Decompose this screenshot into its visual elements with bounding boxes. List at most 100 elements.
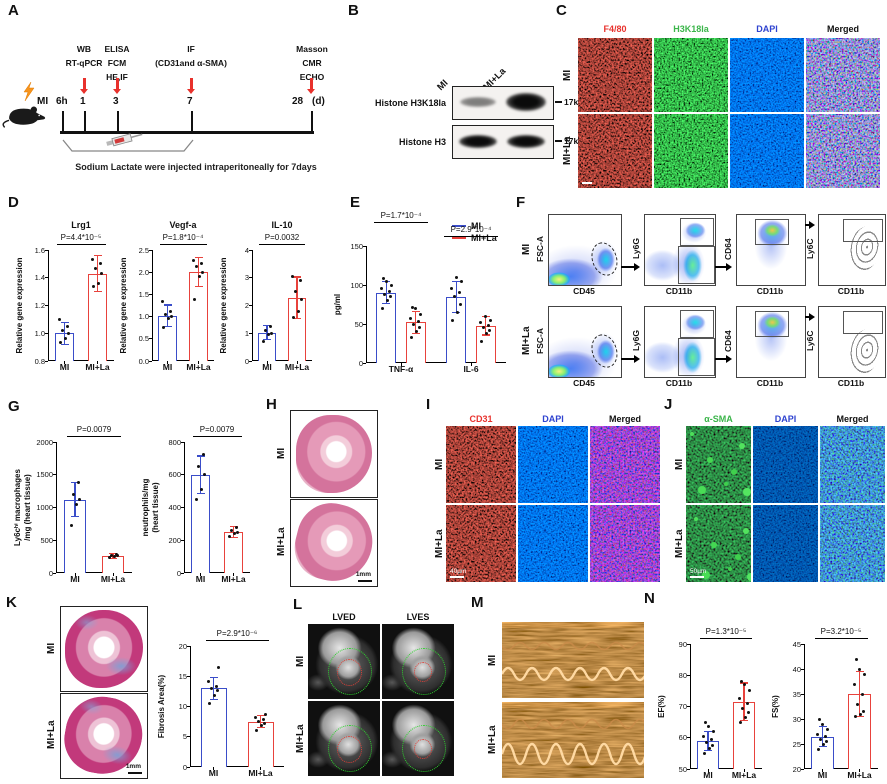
green-speckle-texture bbox=[654, 114, 728, 188]
scale-text: 40µm bbox=[450, 568, 467, 575]
endocardium-outline bbox=[413, 738, 433, 760]
he-section-mi bbox=[290, 410, 378, 498]
error-bar bbox=[858, 671, 861, 717]
data-point bbox=[385, 299, 389, 303]
flow-xaxis-cd45: CD45 bbox=[573, 378, 595, 388]
if-image-asma-mi bbox=[686, 426, 751, 503]
y-tick-label: 0 bbox=[176, 568, 181, 578]
panel-label-k: K bbox=[6, 594, 17, 611]
x-tick bbox=[296, 361, 298, 364]
flow-plot-ly6g-mila bbox=[644, 306, 716, 378]
flow-plot-cd45-mila bbox=[548, 306, 622, 378]
data-point bbox=[381, 277, 385, 281]
data-point bbox=[458, 303, 462, 306]
x-tick bbox=[213, 767, 214, 770]
svg-text:Relative gene expression: Relative gene expression bbox=[219, 257, 228, 353]
merged-speckle-texture bbox=[590, 426, 660, 503]
y-tick-label: 2.5 bbox=[138, 245, 149, 255]
p-value: P=0.0032 bbox=[264, 233, 300, 242]
legend-swatch-mi bbox=[452, 224, 466, 228]
error-bar bbox=[259, 715, 262, 728]
panel-label-n: N bbox=[644, 590, 655, 607]
flow-arrow-icon bbox=[805, 220, 815, 230]
chart-fs: FS(%) 20 25 30 35 40 45 MI MI+La P=3.2*10⁻⁵ bbox=[768, 624, 882, 782]
chart-lrg1: Relative gene expression 0.8 1.0 1.2 1.4 1.6 M… bbox=[12, 220, 118, 374]
channel-header-cd31: CD31 bbox=[469, 414, 493, 424]
x-tick bbox=[260, 767, 261, 770]
x-tick bbox=[859, 769, 860, 772]
y-tick-label: 50 bbox=[678, 764, 687, 774]
y-tick bbox=[45, 332, 48, 334]
error-bar-cap bbox=[194, 286, 203, 288]
gate-rect bbox=[677, 337, 715, 377]
y-tick bbox=[53, 474, 56, 476]
y-tick-label: 90 bbox=[678, 639, 687, 649]
flow-plot-cd45-mi bbox=[548, 214, 622, 286]
y-tick bbox=[181, 539, 184, 541]
chart-ef: EF(%) 50 60 70 80 90 MI MI+La P=1.3*10⁻⁵ bbox=[654, 624, 766, 782]
data-point bbox=[711, 730, 715, 733]
timepoint-arrow-icon bbox=[187, 78, 195, 94]
data-point bbox=[210, 686, 213, 690]
data-point bbox=[710, 744, 714, 748]
error-bar-cap bbox=[93, 291, 102, 293]
blot-strip-h3 bbox=[452, 125, 554, 159]
data-point bbox=[257, 720, 260, 724]
data-point bbox=[746, 711, 750, 715]
data-point bbox=[853, 682, 856, 686]
error-bar-cap bbox=[71, 516, 79, 518]
y-tick bbox=[181, 507, 184, 508]
error-bar-cap bbox=[411, 332, 420, 334]
gate-ellipse bbox=[587, 238, 622, 279]
x-tick bbox=[470, 363, 472, 366]
if-image-merged-mi bbox=[590, 426, 660, 503]
y-tick-label: 600 bbox=[168, 470, 181, 480]
bright-specks bbox=[694, 517, 698, 521]
legend-item-mila: MI+La bbox=[452, 232, 497, 244]
error-bar bbox=[74, 482, 76, 517]
data-point bbox=[109, 553, 113, 557]
data-point bbox=[388, 295, 392, 299]
data-point bbox=[418, 326, 422, 330]
channel-header-merged: Merged bbox=[836, 414, 869, 424]
data-point bbox=[454, 275, 458, 279]
y-tick bbox=[687, 706, 690, 707]
green-dim-texture bbox=[686, 426, 751, 503]
error-bar-cap bbox=[855, 715, 864, 718]
if-image-merged-mi bbox=[820, 426, 885, 503]
row-label-mi: MI bbox=[434, 458, 445, 471]
x-tick bbox=[167, 361, 168, 364]
event-label: HE,IF bbox=[106, 72, 128, 82]
error-bar-cap bbox=[163, 304, 172, 306]
legend-swatch-mila bbox=[452, 236, 466, 240]
chart-title: Vegf-a bbox=[169, 220, 197, 230]
merged-speckle-texture bbox=[806, 114, 880, 188]
cmr-image-lves-mila bbox=[382, 701, 454, 776]
echo-row-label-mila: MI+La bbox=[487, 725, 498, 755]
timeline-start: 6h bbox=[56, 96, 68, 107]
channel-header-dapi: DAPI bbox=[756, 24, 778, 34]
x-tick bbox=[64, 361, 65, 364]
y-tick bbox=[181, 441, 184, 443]
data-point bbox=[164, 312, 167, 316]
chart-title: Lrg1 bbox=[71, 220, 91, 230]
data-point bbox=[449, 287, 453, 291]
data-point bbox=[479, 320, 483, 324]
timeline-axis bbox=[60, 131, 314, 134]
flow-plot-cd64-mi bbox=[736, 214, 806, 286]
chart-ly6c-macrophages: Ly6cʰⁱ macrophages/mg (heart tissue) 0 500… bbox=[10, 422, 136, 586]
data-point bbox=[484, 314, 488, 318]
event-labels-day3: ELISA FCM HE,IF bbox=[90, 42, 144, 84]
data-point bbox=[701, 734, 705, 738]
p-value: P=4.4*10⁻⁵ bbox=[60, 233, 102, 242]
panel-label-m: M bbox=[471, 594, 484, 611]
x-tick-label: MI+La bbox=[284, 362, 310, 372]
data-point bbox=[114, 553, 118, 557]
injection-bracket bbox=[62, 139, 194, 152]
flow-xaxis-cd11b: CD11b bbox=[837, 286, 865, 296]
data-point bbox=[412, 322, 416, 326]
event-label: Masson bbox=[296, 44, 328, 54]
y-tick-label: 0 bbox=[48, 568, 53, 578]
data-point bbox=[858, 667, 861, 671]
scale-bar bbox=[358, 580, 372, 582]
